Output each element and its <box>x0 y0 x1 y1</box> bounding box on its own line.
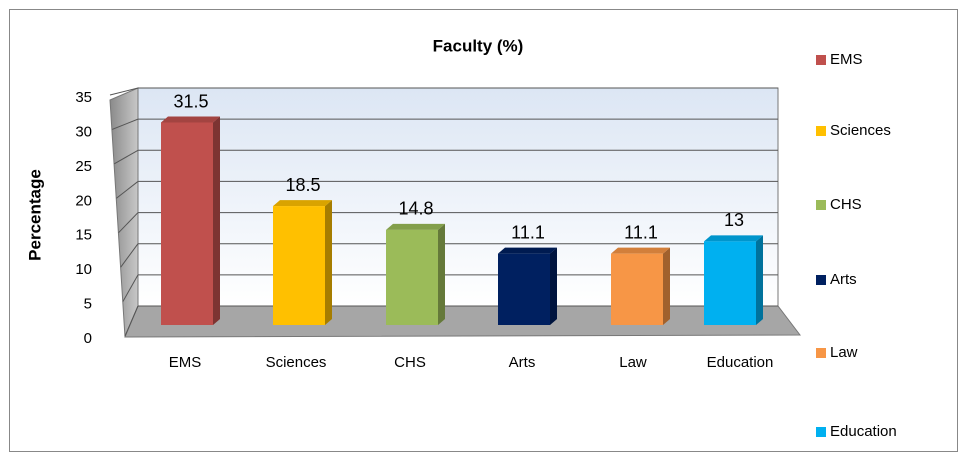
y-tick-label: 15 <box>75 227 92 244</box>
x-tick-label: Education <box>707 354 774 371</box>
y-axis-label: Percentage <box>25 169 44 261</box>
legend-label: Arts <box>830 271 857 288</box>
data-label: 13 <box>724 210 744 230</box>
legend-swatch <box>816 427 826 437</box>
y-tick-label: 25 <box>75 158 92 175</box>
data-label: 11.1 <box>511 222 545 242</box>
bar-top-shade <box>611 247 670 254</box>
y-tick-label: 30 <box>75 123 92 140</box>
legend-label: Law <box>830 344 858 361</box>
side-grid-line <box>122 274 139 302</box>
y-tick-label: 35 <box>75 89 92 106</box>
legend-label: Sciences <box>830 122 891 139</box>
bar-top-shade <box>498 247 557 254</box>
x-tick-label: Sciences <box>266 354 327 371</box>
legend-swatch <box>816 200 826 210</box>
bar-side-shade <box>213 116 220 325</box>
bar <box>161 122 213 325</box>
data-label: 11.1 <box>624 222 658 242</box>
bar <box>704 241 756 325</box>
bar-top-shade <box>704 235 763 242</box>
side-grid-line <box>116 181 139 199</box>
bar-side-shade <box>550 247 557 325</box>
bar-side <box>756 235 763 325</box>
side-grid-line <box>111 118 139 130</box>
x-tick-label: EMS <box>169 354 202 371</box>
bar-side-shade <box>756 235 763 325</box>
y-tick-label: 20 <box>75 192 92 209</box>
bar-top <box>611 247 670 254</box>
bar <box>386 229 438 325</box>
bar-side <box>213 116 220 325</box>
legend-swatch <box>816 55 826 65</box>
bar-side-shade <box>438 223 445 325</box>
bar-top-shade <box>386 223 445 230</box>
legend-swatch <box>816 126 826 136</box>
bar-side <box>325 200 332 325</box>
bar-top <box>273 200 332 207</box>
side-grid-line <box>118 212 139 234</box>
floor <box>124 305 802 338</box>
bar-side <box>438 223 445 325</box>
bar-top <box>386 223 445 230</box>
bar-top <box>161 116 220 123</box>
legend-swatch <box>816 275 826 285</box>
bar <box>611 253 663 325</box>
legend-label: EMS <box>830 51 863 68</box>
x-tick-label: Arts <box>509 354 536 371</box>
x-tick-label: CHS <box>394 354 426 371</box>
side-grid-line <box>124 305 139 337</box>
data-label: 31.5 <box>173 91 208 111</box>
bar <box>498 253 550 325</box>
side-grid-line <box>109 87 139 96</box>
bar-top-shade <box>161 116 220 123</box>
side-grid-line <box>120 243 139 268</box>
bar-top-shade <box>273 200 332 207</box>
back-wall <box>137 87 779 307</box>
x-tick-label: Law <box>619 354 647 371</box>
bar-top <box>498 247 557 254</box>
data-label: 18.5 <box>285 175 320 195</box>
bar-top <box>704 235 763 242</box>
bar-side-shade <box>325 200 332 325</box>
bar-side <box>550 247 557 325</box>
data-label: 14.8 <box>398 199 433 219</box>
legend-swatch <box>816 348 826 358</box>
bar <box>273 206 325 325</box>
legend-label: CHS <box>830 196 862 213</box>
y-tick-label: 10 <box>75 261 92 278</box>
bar-side <box>663 247 670 325</box>
bar-side-shade <box>663 247 670 325</box>
y-tick-label: 0 <box>84 330 92 347</box>
y-tick-label: 5 <box>84 296 92 313</box>
legend-label: Education <box>830 423 897 440</box>
chart-title: Faculty (%) <box>433 36 524 55</box>
side-grid-line <box>114 149 139 165</box>
